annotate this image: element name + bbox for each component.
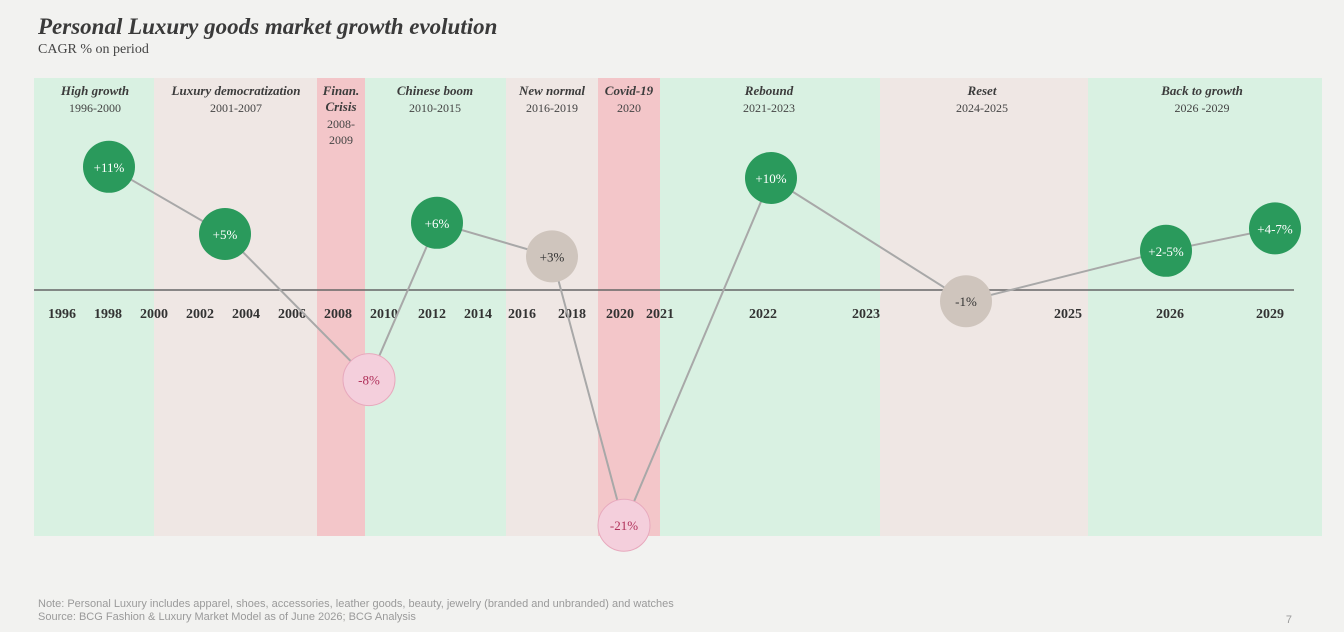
x-tick-label: 2012: [418, 307, 446, 322]
period-range: 2009: [329, 133, 353, 147]
period-name: Back to growth: [1160, 83, 1243, 98]
growth-bubble-circle: [342, 353, 396, 407]
footnote-note: Note: Personal Luxury includes apparel, …: [38, 598, 674, 610]
growth-bubble-circle: [83, 140, 135, 193]
period-name: New normal: [518, 83, 585, 98]
x-tick-label: 2023: [852, 307, 880, 322]
growth-bubble-label: +2-5%: [1148, 244, 1184, 259]
period-range: 2021-2023: [743, 101, 795, 115]
period-bands: [34, 78, 1322, 536]
period-band: [154, 78, 317, 536]
growth-bubble-label: +5%: [213, 227, 238, 242]
period-band: [1088, 78, 1322, 536]
growth-bubble-circle: [411, 196, 463, 249]
growth-bubble: -8%: [342, 353, 396, 407]
growth-bubble: +3%: [526, 230, 578, 283]
growth-bubble: +11%: [83, 140, 135, 193]
period-band: [317, 78, 365, 536]
period-band: [598, 78, 660, 536]
x-tick-label: 2025: [1054, 307, 1082, 322]
period-name: Finan.: [322, 83, 360, 98]
x-tick-label: 2018: [558, 307, 586, 322]
growth-bubble-circle: [1249, 202, 1301, 255]
period-name: Covid-19: [605, 83, 654, 98]
growth-bubble-label: +6%: [425, 216, 450, 231]
page-number: 7: [1285, 614, 1292, 626]
growth-bubble-label: +10%: [755, 171, 786, 186]
footnote-source: Source: BCG Fashion & Luxury Market Mode…: [38, 611, 416, 623]
period-range: 2008-: [327, 117, 355, 131]
period-range: 2020: [617, 101, 641, 115]
growth-bubbles: +11% +5% -8% +6% +3% -21% +10% -1% +2-5% +4-7%: [83, 140, 1301, 552]
x-tick-label: 2014: [464, 307, 492, 322]
x-tick-label: 2006: [278, 307, 306, 322]
growth-bubble-label: -1%: [955, 294, 977, 309]
growth-bubble: +4-7%: [1249, 202, 1301, 255]
x-tick-label: 1998: [94, 307, 122, 322]
x-tick-label: 2010: [370, 307, 398, 322]
growth-chart: High growth 1996-2000 Luxury democratizati…: [34, 78, 1322, 552]
growth-bubble-label: +4-7%: [1257, 221, 1293, 236]
chart-title: Personal Luxury goods market growth evol…: [38, 14, 498, 39]
growth-bubble-label: +3%: [540, 249, 565, 264]
trend-line: [108, 165, 1276, 529]
period-name: Reset: [967, 83, 997, 98]
period-band: [506, 78, 598, 536]
growth-bubble-circle: [745, 152, 797, 204]
period-range: 2026 -2029: [1175, 101, 1230, 115]
period-name: Crisis: [325, 99, 356, 114]
growth-bubble: +5%: [199, 208, 251, 260]
period-range: 2024-2025: [956, 101, 1008, 115]
x-axis-ticks: 1996 1998 2000 2002 2004 2006 2008 2010 2012 2014…: [48, 307, 1284, 322]
period-range: 2001-2007: [210, 101, 262, 115]
x-tick-label: 2020: [606, 307, 634, 322]
x-tick-label: 2026: [1156, 307, 1184, 322]
period-band: [365, 78, 506, 536]
growth-bubble-circle: [940, 275, 992, 328]
x-tick-label: 1996: [48, 307, 76, 322]
period-range: 2010-2015: [409, 101, 461, 115]
growth-bubble-circle: [597, 498, 651, 552]
footnote: Note: Personal Luxury includes apparel, …: [38, 598, 674, 624]
growth-bubble: +2-5%: [1140, 224, 1192, 277]
growth-bubble: +6%: [411, 196, 463, 249]
growth-bubble-circle: [199, 208, 251, 260]
growth-bubble: -1%: [940, 275, 992, 328]
chart-subtitle: CAGR % on period: [38, 42, 149, 57]
period-name: High growth: [60, 83, 129, 98]
growth-bubble: +10%: [745, 152, 797, 204]
growth-bubble-circle: [526, 230, 578, 283]
period-name: Rebound: [744, 83, 794, 98]
x-tick-label: 2016: [508, 307, 536, 322]
growth-bubble-label: -8%: [358, 373, 380, 388]
growth-bubble-circle: [1140, 224, 1192, 277]
x-tick-label: 2021: [646, 307, 674, 322]
x-tick-label: 2022: [749, 307, 777, 322]
period-range: 2016-2019: [526, 101, 578, 115]
period-name: Luxury democratization: [171, 83, 301, 98]
period-name: Chinese boom: [397, 83, 473, 98]
period-labels: High growth 1996-2000 Luxury democratizati…: [60, 83, 1243, 147]
x-tick-label: 2004: [232, 307, 260, 322]
growth-bubble-label: -21%: [610, 518, 638, 533]
growth-bubble-label: +11%: [94, 160, 125, 175]
x-tick-label: 2002: [186, 307, 214, 322]
x-tick-label: 2008: [324, 307, 352, 322]
period-range: 1996-2000: [69, 101, 121, 115]
x-tick-label: 2000: [140, 307, 168, 322]
growth-bubble: -21%: [597, 498, 651, 552]
x-tick-label: 2029: [1256, 307, 1284, 322]
